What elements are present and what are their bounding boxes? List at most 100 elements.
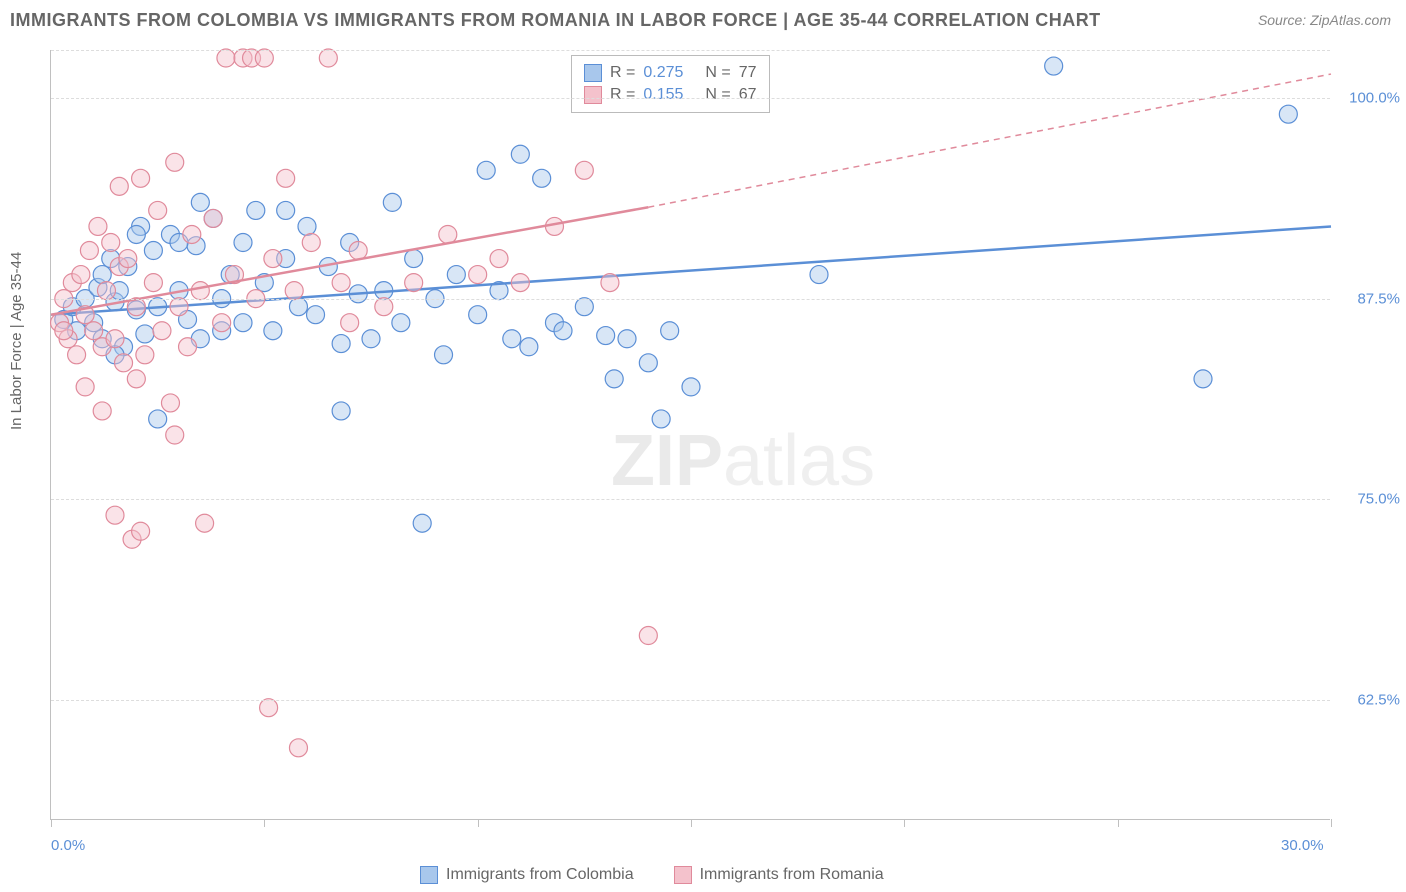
gridline (51, 299, 1330, 300)
data-point (132, 169, 150, 187)
data-point (682, 378, 700, 396)
x-tick-label: 0.0% (51, 837, 85, 854)
data-point (264, 322, 282, 340)
data-point (55, 322, 73, 340)
data-point (277, 201, 295, 219)
data-point (302, 234, 320, 252)
data-point (72, 266, 90, 284)
data-point (289, 298, 307, 316)
data-point (115, 354, 133, 372)
data-point (80, 242, 98, 260)
y-tick-label: 87.5% (1357, 290, 1400, 307)
data-point (520, 338, 538, 356)
data-point (511, 274, 529, 292)
n-value: 77 (739, 64, 757, 82)
legend-series: Immigrants from ColombiaImmigrants from … (420, 866, 884, 884)
data-point (234, 314, 252, 332)
data-point (110, 177, 128, 195)
data-point (490, 250, 508, 268)
data-point (605, 370, 623, 388)
data-point (1194, 370, 1212, 388)
data-point (68, 346, 86, 364)
data-point (119, 250, 137, 268)
data-point (447, 266, 465, 284)
x-tick (904, 819, 905, 827)
data-point (618, 330, 636, 348)
data-point (204, 209, 222, 227)
data-point (405, 274, 423, 292)
legend-swatch (420, 866, 438, 884)
data-point (332, 402, 350, 420)
y-tick-label: 75.0% (1357, 491, 1400, 508)
data-point (639, 354, 657, 372)
data-point (362, 330, 380, 348)
correlation-chart: IMMIGRANTS FROM COLOMBIA VS IMMIGRANTS F… (0, 0, 1406, 892)
data-point (477, 161, 495, 179)
data-point (277, 169, 295, 187)
x-tick (478, 819, 479, 827)
data-point (332, 335, 350, 353)
x-tick-label: 30.0% (1281, 837, 1324, 854)
data-point (170, 298, 188, 316)
data-point (392, 314, 410, 332)
data-point (213, 314, 231, 332)
data-point (97, 282, 115, 300)
data-point (289, 739, 307, 757)
data-point (575, 298, 593, 316)
n-label: N = (705, 86, 730, 104)
r-value: 0.155 (643, 86, 683, 104)
data-point (93, 402, 111, 420)
data-point (439, 225, 457, 243)
legend-stat-row: R = 0.275N = 77 (584, 62, 757, 84)
gridline (51, 50, 1330, 51)
data-point (319, 49, 337, 67)
data-point (136, 346, 154, 364)
data-point (1045, 57, 1063, 75)
data-point (191, 193, 209, 211)
legend-stat-row: R = 0.155 N = 67 (584, 84, 757, 106)
data-point (332, 274, 350, 292)
gridline (51, 700, 1330, 701)
scatter-svg (51, 50, 1330, 819)
x-tick (51, 819, 52, 827)
legend-swatch (674, 866, 692, 884)
n-label: N = (705, 64, 730, 82)
source-label: Source: ZipAtlas.com (1258, 12, 1391, 28)
x-tick (264, 819, 265, 827)
data-point (191, 282, 209, 300)
chart-title: IMMIGRANTS FROM COLOMBIA VS IMMIGRANTS F… (10, 10, 1101, 31)
data-point (383, 193, 401, 211)
data-point (511, 145, 529, 163)
data-point (102, 234, 120, 252)
legend-series-label: Immigrants from Romania (700, 866, 884, 884)
data-point (217, 49, 235, 67)
data-point (179, 338, 197, 356)
data-point (597, 327, 615, 345)
data-point (149, 410, 167, 428)
data-point (132, 522, 150, 540)
y-axis-label: In Labor Force | Age 35-44 (8, 252, 25, 430)
data-point (469, 266, 487, 284)
data-point (1279, 105, 1297, 123)
data-point (89, 217, 107, 235)
data-point (234, 234, 252, 252)
x-tick (1331, 819, 1332, 827)
n-value: 67 (739, 86, 757, 104)
data-point (405, 250, 423, 268)
data-point (435, 346, 453, 364)
data-point (307, 306, 325, 324)
x-tick (691, 819, 692, 827)
data-point (144, 274, 162, 292)
data-point (341, 314, 359, 332)
data-point (533, 169, 551, 187)
data-point (76, 378, 94, 396)
data-point (127, 370, 145, 388)
data-point (144, 242, 162, 260)
data-point (166, 426, 184, 444)
data-point (196, 514, 214, 532)
data-point (661, 322, 679, 340)
data-point (136, 325, 154, 343)
legend-swatch (584, 64, 602, 82)
r-label: R = (610, 86, 635, 104)
legend-stats: R = 0.275N = 77 R = 0.155 N = 67 (571, 55, 770, 113)
